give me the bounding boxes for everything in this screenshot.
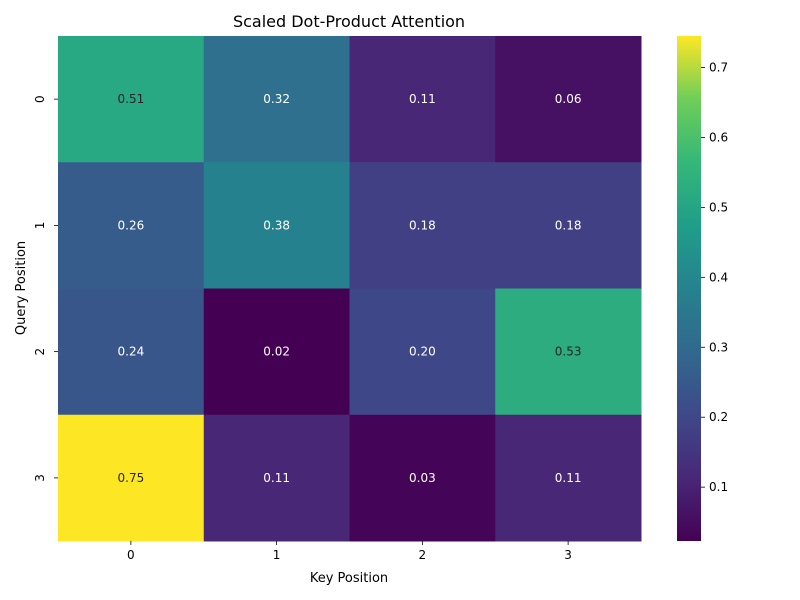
colorbar-tick-label: 0.2 — [709, 410, 728, 424]
heatmap-cell-labels: 0.51 0.32 0.11 0.06 0.26 0.38 0.18 0.18 0.24 0.02… — [118, 92, 582, 485]
x-axis-label: Key Position — [310, 571, 388, 586]
colorbar-tick-label: 0.6 — [709, 130, 728, 144]
y-tick-label: 3 — [33, 474, 47, 482]
colorbar-tick-label: 0.7 — [709, 60, 728, 74]
cell-value-label: 0.11 — [263, 471, 290, 485]
heatmap-cell — [203, 288, 350, 416]
cell-value-label: 0.11 — [555, 471, 582, 485]
heatmap-cell — [58, 288, 205, 416]
cell-value-label: 0.24 — [118, 345, 145, 359]
heatmap-cell — [58, 162, 205, 289]
heatmap-cell — [495, 414, 642, 542]
heatmap-cell — [203, 36, 350, 163]
x-tick-label: 2 — [419, 548, 427, 562]
heatmap-cell — [349, 414, 496, 542]
colorbar-tick-label: 0.5 — [709, 200, 728, 214]
colorbar — [677, 36, 701, 541]
y-tick-label: 1 — [33, 222, 47, 230]
cell-value-label: 0.11 — [409, 92, 436, 106]
heatmap-cells — [58, 36, 642, 542]
heatmap-cell — [495, 288, 642, 416]
x-tick-label: 1 — [273, 548, 281, 562]
heatmap-cell — [58, 414, 205, 542]
cell-value-label: 0.20 — [409, 345, 436, 359]
heatmap-cell — [349, 36, 496, 163]
x-tick-label: 0 — [127, 548, 135, 562]
y-tick-label: 2 — [33, 348, 47, 356]
cell-value-label: 0.03 — [409, 471, 436, 485]
cell-value-label: 0.26 — [118, 218, 145, 232]
colorbar-tick-label: 0.3 — [709, 340, 728, 354]
x-tick-label: 3 — [564, 548, 572, 562]
heatmap-cell — [58, 36, 205, 163]
cell-value-label: 0.53 — [555, 345, 582, 359]
y-tick-label: 0 — [33, 95, 47, 103]
cell-value-label: 0.02 — [263, 345, 290, 359]
heatmap-cell — [203, 162, 350, 289]
cell-value-label: 0.06 — [555, 92, 582, 106]
y-axis-label: Query Position — [14, 241, 29, 335]
heatmap-cell — [495, 162, 642, 289]
y-axis-ticks: 0 1 2 3 — [33, 95, 58, 482]
heatmap-cell — [349, 288, 496, 416]
heatmap-cell — [203, 414, 350, 542]
x-axis-ticks: 0 1 2 3 — [127, 541, 572, 562]
colorbar-ticks: 0.1 0.2 0.3 0.4 0.5 0.6 0.7 — [701, 60, 728, 494]
cell-value-label: 0.38 — [263, 218, 290, 232]
colorbar-tick-label: 0.1 — [709, 480, 728, 494]
chart-title: Scaled Dot-Product Attention — [233, 12, 465, 31]
heatmap-cell — [495, 36, 642, 163]
colorbar-tick-label: 0.4 — [709, 270, 728, 284]
cell-value-label: 0.18 — [409, 218, 436, 232]
cell-value-label: 0.75 — [118, 471, 145, 485]
cell-value-label: 0.51 — [118, 92, 145, 106]
heatmap-cell — [349, 162, 496, 289]
cell-value-label: 0.18 — [555, 218, 582, 232]
cell-value-label: 0.32 — [263, 92, 290, 106]
